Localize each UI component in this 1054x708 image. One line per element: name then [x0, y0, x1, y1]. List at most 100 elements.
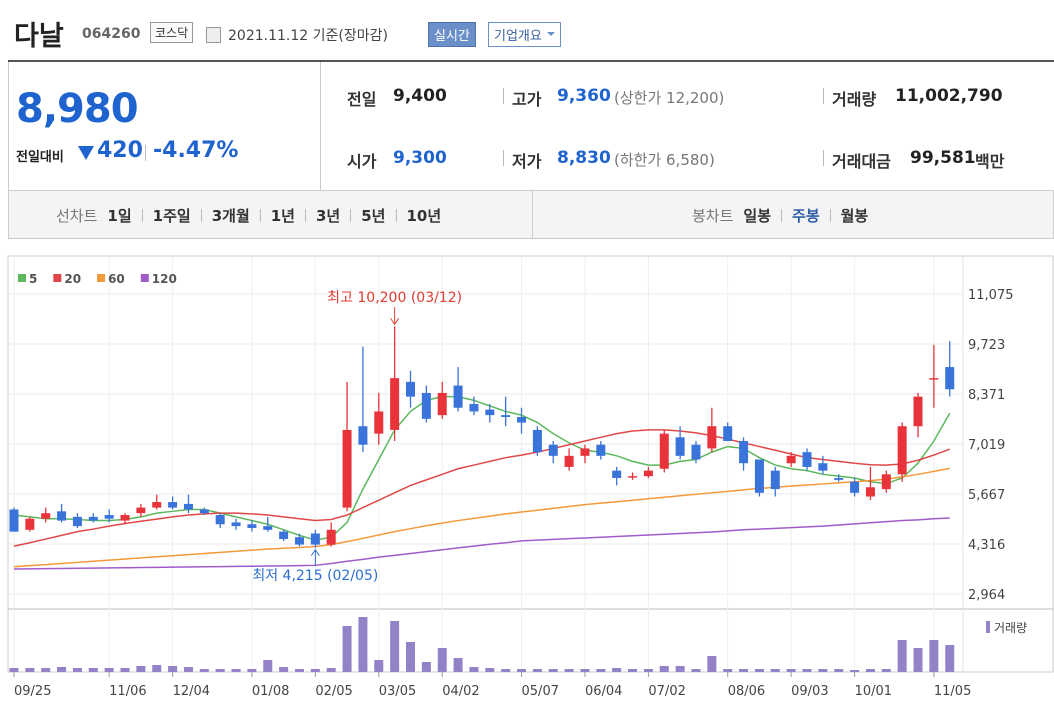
candle-body — [453, 385, 463, 408]
tab[interactable]: 일봉 — [743, 207, 772, 225]
candle-body — [485, 409, 495, 416]
volume-bar — [612, 668, 622, 672]
tab[interactable]: 10년 — [406, 207, 442, 225]
info-value: 9,360 — [557, 86, 611, 106]
candle-body — [437, 392, 447, 416]
volume-bar — [279, 667, 289, 672]
volume-bar — [72, 668, 82, 672]
volume-bar — [675, 666, 685, 672]
x-tick-label: 12/04 — [173, 684, 210, 699]
dropdown-arrow — [546, 32, 555, 40]
volume-bar — [485, 668, 495, 672]
candle-body — [104, 515, 114, 519]
candle-body — [469, 404, 479, 412]
candle-body — [199, 509, 209, 514]
x-tick-label: 08/06 — [728, 684, 765, 699]
volume-bar — [25, 668, 35, 672]
y-tick-label: 4,316 — [968, 538, 1005, 553]
candle-body — [548, 444, 558, 456]
info-value: 11,002,790 — [895, 86, 1003, 106]
separator — [823, 88, 824, 104]
candle-body — [659, 433, 669, 469]
x-tick-label: 04/02 — [442, 684, 479, 699]
tab-group-label: 선차트 — [56, 207, 98, 225]
candle-body — [913, 396, 923, 427]
volume-bar — [310, 669, 320, 672]
volume-bar — [120, 668, 130, 672]
y-tick-label: 5,667 — [968, 488, 1005, 503]
volume-bar — [406, 642, 415, 672]
candle-body — [628, 476, 638, 478]
volume-legend: 거래량 — [994, 621, 1027, 635]
separator — [305, 209, 306, 222]
candle-body — [358, 426, 368, 445]
candle-body — [326, 529, 336, 545]
volume-bar — [453, 658, 463, 672]
tab[interactable]: 5년 — [361, 207, 386, 225]
legend-label: 20 — [64, 272, 81, 286]
candle-body — [532, 429, 542, 453]
y-tick-label: 11,075 — [968, 288, 1014, 303]
volume-bar — [643, 669, 653, 672]
quote-divider — [320, 62, 321, 190]
candle-body — [136, 507, 146, 514]
volume-bar — [865, 669, 875, 672]
info-label: 시가 — [347, 152, 377, 171]
candle-body — [865, 487, 875, 497]
separator — [350, 209, 352, 222]
volume-bar — [881, 669, 891, 672]
tab[interactable]: 월봉 — [840, 207, 869, 225]
separator — [503, 150, 504, 166]
candle-body — [501, 415, 511, 417]
candle-body — [310, 533, 320, 545]
plot-frame — [7, 255, 1054, 673]
candle-body — [945, 367, 955, 390]
stock-name: 다날 — [14, 21, 64, 52]
separator — [503, 88, 504, 104]
candle-body — [57, 511, 67, 521]
candle-body — [754, 459, 764, 493]
tab[interactable]: 1주일 — [152, 207, 191, 225]
info-label: 고가 — [512, 90, 542, 109]
y-tick-label: 8,371 — [968, 388, 1005, 403]
volume-bar — [850, 670, 860, 672]
moving-average-line — [13, 395, 951, 541]
candle-body — [897, 426, 907, 475]
down-triangle — [78, 146, 94, 160]
x-tick-label: 11/05 — [934, 684, 971, 699]
candle-body — [215, 515, 225, 525]
separator — [781, 209, 783, 222]
tab[interactable]: 주봉 — [792, 207, 820, 225]
realtime-button[interactable]: 실시간 — [428, 22, 476, 47]
x-tick-label: 05/07 — [522, 684, 559, 699]
low-annotation: 최저 4,215 (02/05) — [252, 568, 378, 584]
moving-average-line — [13, 467, 950, 568]
tab[interactable]: 3개월 — [211, 207, 250, 225]
candle-tabs: 봉차트 일봉 주봉 월봉 — [692, 205, 868, 226]
candle-body — [786, 455, 796, 464]
tab-divider — [532, 191, 533, 238]
volume-bar — [199, 669, 209, 672]
volume-bar — [104, 668, 114, 672]
company-button[interactable]: 기업개요 — [488, 22, 561, 47]
volume-bar — [501, 669, 511, 672]
candle-body — [770, 470, 780, 490]
volume-bar — [263, 660, 273, 672]
candle-body — [580, 448, 590, 456]
candle-body — [802, 452, 812, 467]
candle-body — [564, 455, 574, 467]
y-tick-label: 7,019 — [968, 438, 1005, 453]
tab[interactable]: 1년 — [270, 207, 295, 225]
candle-body — [643, 470, 653, 477]
legend-swatch — [53, 274, 62, 282]
tab[interactable]: 3년 — [316, 207, 341, 225]
tab[interactable]: 1일 — [107, 207, 132, 225]
x-tick-label: 09/03 — [791, 684, 828, 699]
change-amount: 420 — [97, 138, 143, 163]
volume-bar — [754, 669, 764, 672]
volume-bar — [41, 668, 51, 672]
volume-bar — [390, 621, 400, 672]
candle-body — [675, 437, 685, 456]
